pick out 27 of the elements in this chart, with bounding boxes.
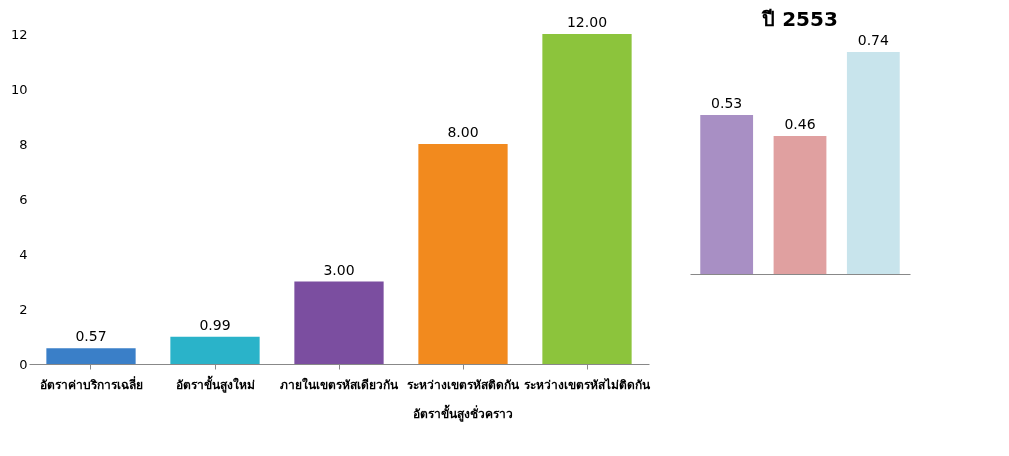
data-label: 0.53 (711, 95, 743, 111)
y-tick-label: 12 (10, 26, 28, 42)
y-tick-label: 8 (19, 136, 28, 152)
x-tick-label: ระหว่างเขตรหัสไม่ติดกัน (524, 376, 651, 392)
bar (46, 348, 136, 364)
x-tick-label: ระหว่างเขตรหัสติดกัน (407, 377, 520, 392)
chart-title: ปี 2553 (761, 7, 838, 31)
data-label: 3.00 (323, 261, 355, 278)
bar (542, 34, 632, 364)
bar (418, 144, 508, 364)
data-label: 0.99 (199, 316, 231, 333)
data-label: 0.74 (857, 32, 890, 48)
data-label: 0.46 (784, 116, 816, 132)
y-tick-label: 6 (19, 191, 28, 207)
data-label: 0.57 (75, 328, 107, 345)
bar (170, 336, 260, 364)
bar (294, 281, 384, 364)
y-tick-label: 2 (19, 301, 28, 317)
x-tick-label: อัตราค่าบริการเฉลี่ย (39, 375, 143, 392)
y-tick-label: 4 (19, 246, 28, 262)
data-label: 12.00 (566, 14, 608, 30)
y-tick-label: 10 (10, 81, 28, 97)
y-tick-label: 0 (19, 356, 28, 372)
text: อัตราขั้นสูงชั่วคราว (413, 404, 513, 422)
data-label: 8.00 (447, 124, 479, 140)
x-tick-label: ภายในเขตรหัสเดียวกัน (280, 376, 399, 392)
x-tick-label: อัตราขั้นสูงใหม่ (175, 374, 255, 393)
